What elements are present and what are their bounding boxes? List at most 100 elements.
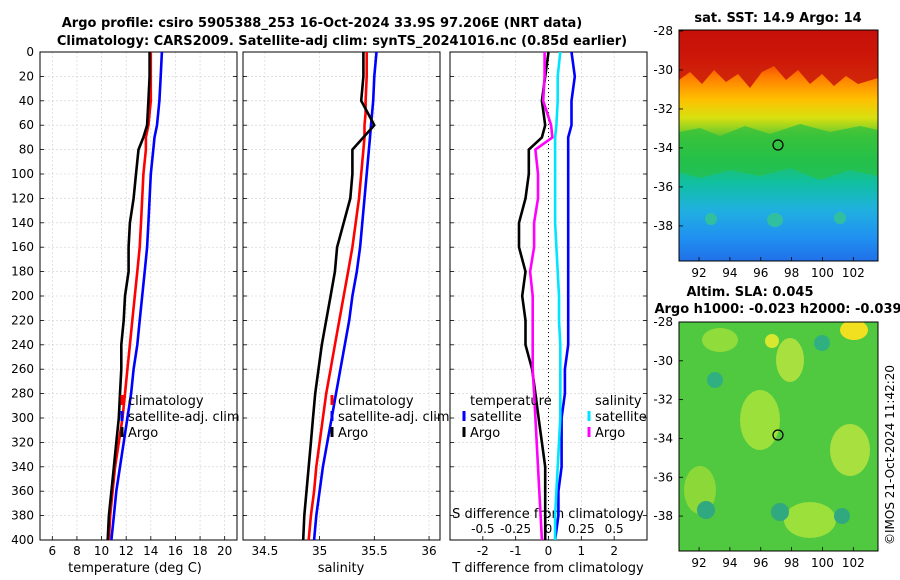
map-x-tick-label: 94	[722, 266, 737, 280]
salinity-x-ticks: 34.5 35 35.5 36	[252, 544, 437, 558]
sst-cool-eddy	[705, 213, 717, 225]
sla-map-subtitle: Argo h1000: -0.023 h2000: -0.039	[654, 302, 900, 317]
x-tick-label: 0	[545, 544, 553, 558]
x-tick-label: 18	[192, 544, 207, 558]
s-tick-label: -0.25	[500, 522, 531, 536]
legend-label: Argo	[595, 426, 625, 441]
x-tick-label: 16	[168, 544, 183, 558]
legend-label: Argo	[338, 426, 368, 441]
salinity-difference-ticks: -0.5 -0.25 0 0.25 0.5	[471, 522, 624, 536]
depth-tick-label: 80	[19, 143, 34, 157]
depth-tick-label: 240	[11, 338, 34, 352]
figure-title-line1: Argo profile: csiro 5905388_253 16-Oct-2…	[62, 16, 583, 31]
x-tick-label: 36	[421, 544, 436, 558]
x-tick-label: -1	[510, 544, 522, 558]
legend-label: Argo	[470, 426, 500, 441]
depth-tick-label: 160	[11, 240, 34, 254]
t-difference-axis-label: T difference from climatology	[451, 561, 644, 576]
depth-tick-label: 380	[11, 509, 34, 523]
series-line-argo	[301, 52, 376, 540]
sla-anomaly	[830, 424, 870, 476]
depth-tick-label: 300	[11, 411, 34, 425]
depth-tick-label: 340	[11, 460, 34, 474]
legend-label: satellite	[595, 410, 647, 425]
map-y-tick-label: -32	[653, 393, 673, 407]
series-line-climatology	[107, 52, 153, 540]
sla-low	[814, 335, 830, 351]
legend-heading-temperature: temperature	[470, 394, 552, 409]
difference-grid	[450, 52, 647, 540]
legend-label: satellite	[470, 410, 522, 425]
map-x-tick-label: 94	[722, 556, 737, 570]
legend-label: climatology	[338, 394, 414, 409]
difference-series	[517, 52, 577, 540]
salinity-panel-frame	[242, 51, 441, 541]
depth-tick-label: 40	[19, 94, 34, 108]
series-line-s-satellite	[553, 52, 562, 540]
depth-tick-label: 280	[11, 387, 34, 401]
depth-tick-label: 360	[11, 484, 34, 498]
s-tick-label: 0	[545, 522, 553, 536]
difference-legend: temperature salinitysatelliteArgosatellit…	[462, 394, 647, 441]
series-line-satellite-adj-clim	[110, 52, 164, 540]
sla-argo-marker	[772, 429, 784, 441]
depth-tick-label: 400	[11, 533, 34, 547]
sla-high	[765, 334, 779, 348]
map-x-tick-label: 92	[691, 556, 706, 570]
legend-label: climatology	[128, 394, 204, 409]
depth-axis: 0 20 40 60 80 100 120 140 160 180 200 220 240 260 280 3…	[11, 45, 34, 547]
depth-tick-label: 200	[11, 289, 34, 303]
sla-low	[771, 503, 789, 521]
imos-credit: ©IMOS 21-Oct-2024 11:42:20	[883, 365, 897, 545]
sla-map-frame	[678, 321, 879, 552]
map-x-tick-label: 92	[691, 266, 706, 280]
depth-tick-label: 20	[19, 69, 34, 83]
x-tick-label: 20	[217, 544, 232, 558]
series-line-argo	[106, 52, 151, 540]
sla-map-title: Altim. SLA: 0.045	[687, 285, 814, 300]
sla-low	[707, 372, 723, 388]
map-y-tick-label: -30	[653, 354, 673, 368]
legend-label: satellite-adj. clim	[338, 410, 450, 425]
sla-map	[679, 322, 878, 551]
x-tick-label: 2	[610, 544, 618, 558]
x-tick-label: 6	[48, 544, 56, 558]
legend-label: Argo	[128, 426, 158, 441]
sla-anomaly	[702, 328, 738, 352]
x-tick-label: 14	[143, 544, 158, 558]
series-line-t-satellite	[553, 52, 577, 540]
map-x-tick-label: 100	[811, 556, 834, 570]
depth-tick-label: 120	[11, 191, 34, 205]
series-line-climatology	[307, 52, 369, 540]
depth-tick-label: 100	[11, 167, 34, 181]
salinity-series	[301, 52, 378, 540]
salinity-axis-label: salinity	[318, 561, 365, 576]
legend-heading-salinity: salinity	[595, 394, 642, 409]
x-tick-label: 1	[578, 544, 586, 558]
sla-anomaly	[740, 390, 780, 450]
x-tick-label: 12	[119, 544, 134, 558]
sla-anomaly	[776, 338, 804, 382]
map-y-tick-label: -36	[653, 180, 673, 194]
x-tick-label: 35	[312, 544, 327, 558]
map-y-tick-label: -28	[653, 315, 673, 329]
sla-x-ticks: 92 94 96 98 100 102	[691, 547, 865, 570]
sla-low	[697, 501, 715, 519]
s-tick-label: -0.5	[471, 522, 494, 536]
sst-argo-marker	[772, 139, 784, 151]
map-x-tick-label: 96	[753, 556, 768, 570]
sla-low	[834, 508, 850, 524]
sst-cool-eddy	[767, 213, 783, 227]
temperature-x-ticks: 6 8 10 12 14 16 18 20	[48, 544, 232, 558]
temperature-axis-label: temperature (deg C)	[68, 561, 202, 576]
figure-title-line2: Climatology: CARS2009. Satellite-adj cli…	[57, 34, 627, 49]
map-y-tick-label: -38	[653, 219, 673, 233]
difference-x-ticks: -2 -1 0 1 2	[477, 544, 618, 558]
temperature-series	[106, 52, 164, 540]
map-x-tick-label: 102	[842, 266, 865, 280]
map-y-tick-label: -36	[653, 470, 673, 484]
